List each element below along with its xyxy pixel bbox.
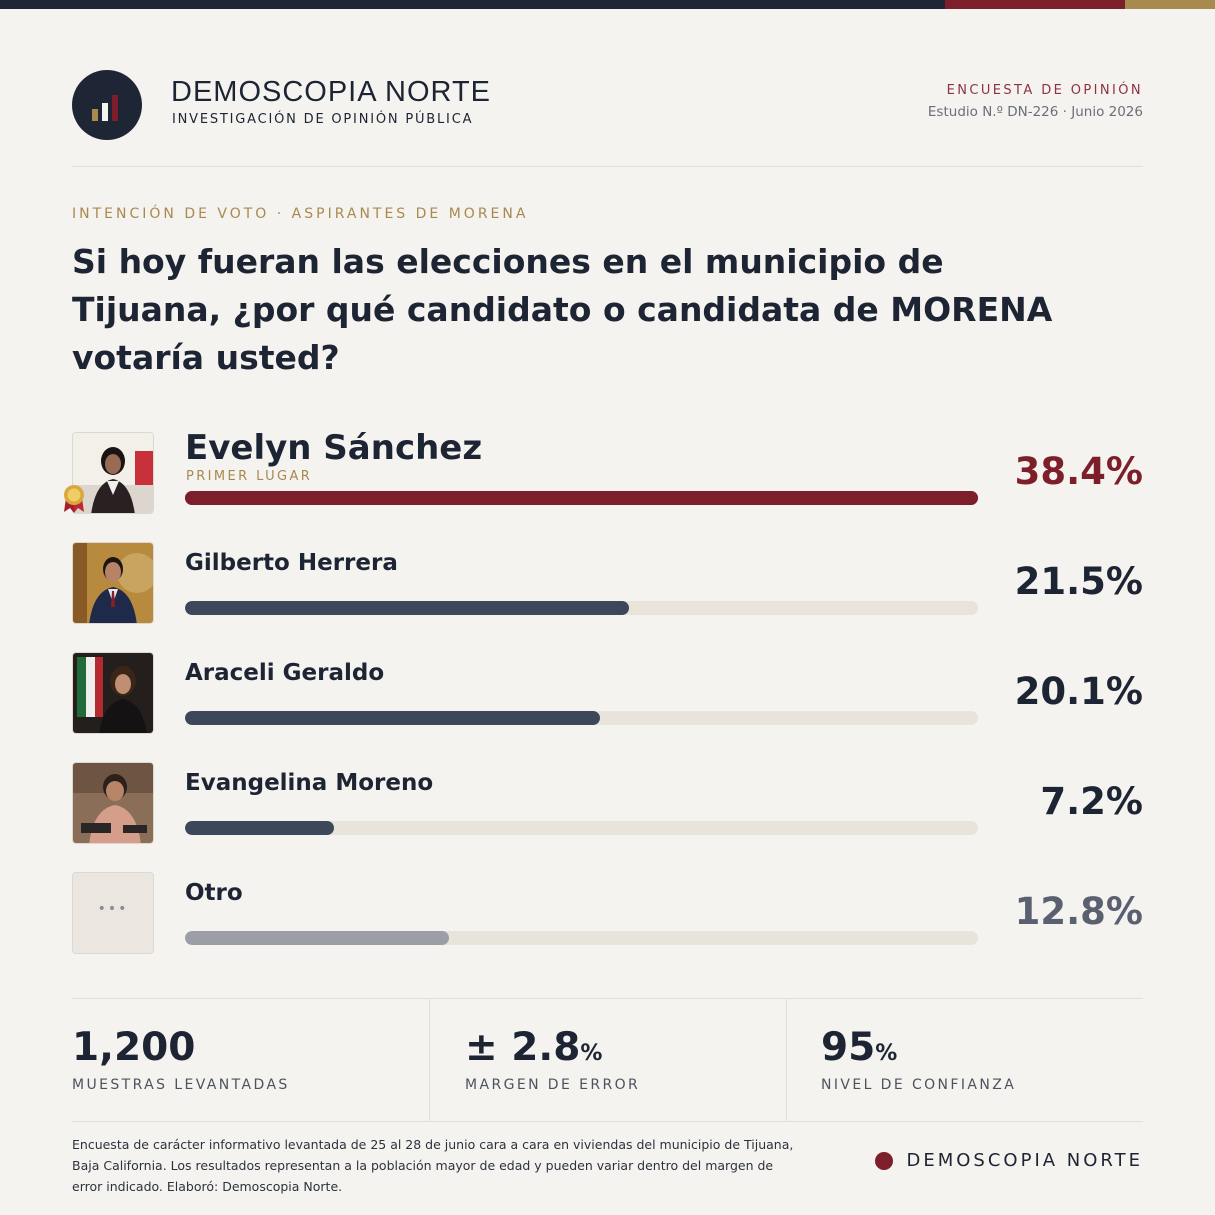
candidate-row: ••• Otro 12.8% — [72, 872, 1143, 957]
candidate-photo — [72, 762, 154, 844]
data-label: 12.8% — [1014, 890, 1143, 933]
footer-brand-name: DEMOSCOPIA NORTE — [906, 1150, 1143, 1171]
bar — [185, 711, 600, 725]
other-placeholder: ••• — [72, 872, 154, 954]
candidate-name: Araceli Geraldo — [185, 660, 385, 686]
candidate-name: Evelyn Sánchez — [185, 428, 483, 468]
brand-subtitle: INVESTIGACIÓN DE OPINIÓN PÚBLICA — [172, 112, 474, 127]
survey-kicker: ENCUESTA DE OPINIÓN — [946, 83, 1143, 98]
candidate-name: Otro — [185, 880, 243, 906]
stat-label: NIVEL DE CONFIANZA — [821, 1077, 1017, 1093]
bar-track — [185, 931, 978, 945]
footer-brand: DEMOSCOPIA NORTE — [874, 1150, 1144, 1171]
stats-panel: 1,200 MUESTRAS LEVANTADAS ± 2.8% MARGEN … — [72, 998, 1143, 1122]
stat-confidence-level: 95% NIVEL DE CONFIANZA — [786, 999, 1143, 1121]
stat-label: MARGEN DE ERROR — [465, 1077, 641, 1093]
bar — [185, 931, 449, 945]
stat-value: 1,200 — [72, 1025, 196, 1070]
stat-label: MUESTRAS LEVANTADAS — [72, 1077, 290, 1093]
candidate-row: Evelyn Sánchez PRIMER LUGAR 38.4% — [64, 428, 1143, 517]
stat-value: 95% — [821, 1025, 898, 1070]
question-title: Si hoy fueran las elecciones en el munic… — [72, 242, 1053, 377]
bar — [185, 491, 978, 505]
bar-track — [185, 711, 978, 725]
header: DEMOSCOPIA NORTE INVESTIGACIÓN DE OPINIÓ… — [72, 70, 1143, 140]
top-bar-gold — [1125, 0, 1215, 9]
data-label: 21.5% — [1014, 560, 1143, 603]
stat-sample-size: 1,200 MUESTRAS LEVANTADAS — [72, 999, 429, 1121]
bar-track — [185, 491, 978, 505]
candidate-photo — [72, 652, 154, 734]
brand-dot-icon — [874, 1151, 893, 1170]
bar — [185, 821, 334, 835]
candidate-photo — [72, 542, 154, 624]
bar-track — [185, 601, 978, 615]
bar — [185, 601, 629, 615]
candidate-photo — [72, 432, 154, 514]
question-kicker: INTENCIÓN DE VOTO · ASPIRANTES DE MORENA — [72, 206, 529, 222]
candidate-row: Gilberto Herrera 21.5% — [72, 542, 1143, 627]
logo-chart-icon — [72, 70, 142, 140]
top-bar-navy — [0, 0, 945, 9]
candidate-row: Evangelina Moreno 7.2% — [72, 762, 1143, 847]
candidate-name: Gilberto Herrera — [185, 550, 398, 576]
top-color-bar — [0, 0, 1215, 9]
header-divider — [72, 166, 1143, 167]
data-label: 38.4% — [1014, 450, 1143, 493]
ellipsis-icon: ••• — [97, 901, 129, 917]
stat-margin-of-error: ± 2.8% MARGEN DE ERROR — [429, 999, 786, 1121]
brand-name: DEMOSCOPIA NORTE — [171, 76, 492, 108]
stat-value: ± 2.8% — [465, 1025, 603, 1070]
candidate-row: Araceli Geraldo 20.1% — [72, 652, 1143, 737]
top-bar-burgundy — [945, 0, 1125, 9]
study-number: Estudio N.º DN-226 · Junio 2026 — [927, 104, 1143, 120]
candidate-name: Evangelina Moreno — [185, 770, 434, 796]
data-label: 20.1% — [1014, 670, 1143, 713]
medal-icon — [60, 484, 88, 518]
methodology-note: Encuesta de carácter informativo levanta… — [72, 1137, 794, 1194]
data-label: 7.2% — [1040, 780, 1143, 823]
first-place-label: PRIMER LUGAR — [186, 469, 313, 484]
bar-track — [185, 821, 978, 835]
